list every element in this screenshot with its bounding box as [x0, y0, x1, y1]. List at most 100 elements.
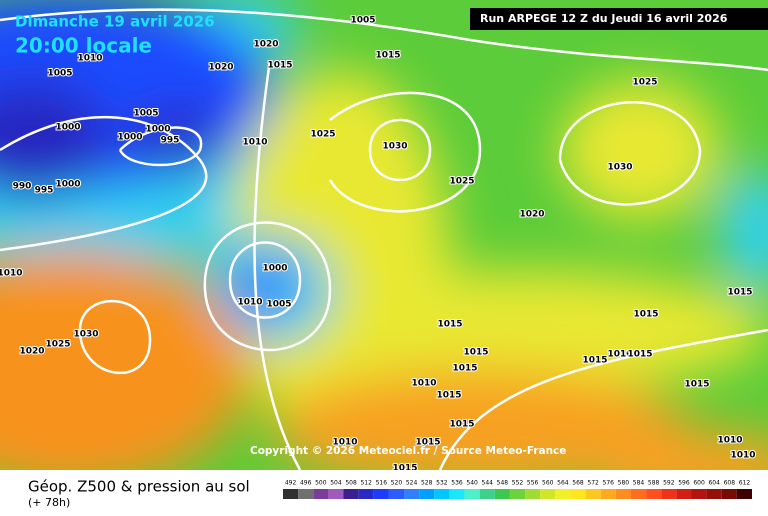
isobar-label: 1025 — [310, 130, 335, 140]
scale-swatch — [313, 489, 329, 499]
scale-swatch — [419, 489, 435, 499]
scale-swatch — [298, 489, 314, 499]
scale-label: 512 — [360, 480, 372, 487]
scale-swatch — [343, 489, 359, 499]
scale-swatch — [555, 489, 571, 499]
scale-swatch — [509, 489, 526, 499]
isobar-label: 1005 — [47, 69, 72, 79]
isobar-label: 1010 — [332, 438, 357, 448]
scale-swatch — [479, 489, 495, 499]
scale-label: 548 — [497, 480, 509, 487]
scale-swatch — [600, 489, 616, 499]
isobar-label: 1015 — [627, 350, 652, 360]
copyright: Copyright © 2026 Meteociel.fr / Source M… — [250, 445, 566, 457]
scale-swatch — [706, 489, 722, 499]
scale-label: 568 — [572, 480, 584, 487]
scale-swatch — [525, 489, 541, 499]
scale-label: 508 — [345, 480, 357, 487]
scale-swatch — [434, 489, 450, 499]
scale-swatch — [449, 489, 465, 499]
scale-label: 584 — [633, 480, 645, 487]
isobar-label: 1010 — [77, 54, 102, 64]
isobar-label: 1020 — [253, 40, 278, 50]
scale-label: 528 — [421, 480, 433, 487]
isobar-label: 1030 — [73, 330, 98, 340]
isobar-label: 1025 — [45, 340, 70, 350]
isobar-label: 1010 — [242, 138, 267, 148]
scale-swatch — [464, 489, 480, 499]
isobar-label: 1015 — [415, 438, 440, 448]
scale-swatch — [404, 489, 420, 499]
scale-swatch — [691, 489, 707, 499]
scale-label: 564 — [557, 480, 569, 487]
scale-swatch — [494, 489, 510, 499]
isobar-label: 1015 — [375, 51, 400, 61]
scale-label: 604 — [708, 480, 720, 487]
isobar-label: 1005 — [266, 300, 291, 310]
isobar-label: 1020 — [19, 347, 44, 357]
scale-swatch — [676, 489, 692, 499]
isobar-label: 1015 — [684, 380, 709, 390]
isobar-label: 1015 — [267, 61, 292, 71]
run-info: Run ARPEGE 12 Z du Jeudi 16 avril 2026 — [480, 12, 728, 25]
scale-swatch — [736, 489, 752, 499]
scale-label: 596 — [678, 480, 690, 487]
isobar-label: 1000 — [117, 133, 142, 143]
isobar-label: 1000 — [262, 264, 287, 274]
isobar-label: 1020 — [208, 63, 233, 73]
isobar-label: 1005 — [133, 109, 158, 119]
scale-label: 552 — [512, 480, 524, 487]
isobar-label: 1015 — [582, 356, 607, 366]
isobar-label: 1025 — [449, 177, 474, 187]
isobar-label: 1025 — [632, 78, 657, 88]
scale-label: 532 — [436, 480, 448, 487]
isobar-label: 1010 — [607, 350, 632, 360]
isobar-label: 1010 — [717, 436, 742, 446]
isobar-label: 1015 — [463, 348, 488, 358]
scale-label: 600 — [693, 480, 705, 487]
scale-label: 576 — [603, 480, 615, 487]
date: Dimanche 19 avril 2026 — [15, 13, 215, 31]
scale-label: 496 — [300, 480, 312, 487]
scale-swatch — [570, 489, 586, 499]
isobar-label: 995 — [161, 136, 180, 146]
scale-label: 544 — [482, 480, 494, 487]
lead-time: (+ 78h) — [28, 496, 70, 509]
scale-swatch — [585, 489, 601, 499]
scale-swatch — [358, 489, 374, 499]
scale-swatch — [328, 489, 344, 499]
scale-swatch — [661, 489, 677, 499]
isobar-label: 1015 — [436, 391, 461, 401]
scale-label: 516 — [376, 480, 388, 487]
isobar-label: 1015 — [633, 310, 658, 320]
isobar-label: 1015 — [449, 420, 474, 430]
local-time: 20:00 locale — [15, 34, 152, 58]
scale-label: 540 — [466, 480, 478, 487]
scale-label: 612 — [739, 480, 751, 487]
isobar-label: 1010 — [0, 269, 23, 279]
scale-label: 492 — [285, 480, 297, 487]
scale-swatch — [615, 489, 631, 499]
scale-label: 524 — [406, 480, 418, 487]
run-box — [470, 8, 768, 30]
scale-label: 536 — [451, 480, 463, 487]
legend-title: Géop. Z500 & pression au sol — [28, 478, 250, 496]
isobar-label: 1000 — [55, 180, 80, 190]
isobar-label: 1000 — [145, 125, 170, 135]
scale-label: 572 — [587, 480, 599, 487]
isobar-label: 1015 — [437, 320, 462, 330]
isobars — [0, 8, 768, 471]
scale-swatch — [373, 489, 389, 499]
scale-swatch — [630, 489, 647, 499]
scale-label: 560 — [542, 480, 554, 487]
isobar-label: 1000 — [55, 123, 80, 133]
scale-swatch — [540, 489, 556, 499]
scale-label: 556 — [527, 480, 539, 487]
isobar-label: 1015 — [452, 364, 477, 374]
scale-label: 504 — [330, 480, 342, 487]
scale-label: 608 — [724, 480, 736, 487]
scale-label: 580 — [618, 480, 630, 487]
scale-label: 500 — [315, 480, 327, 487]
